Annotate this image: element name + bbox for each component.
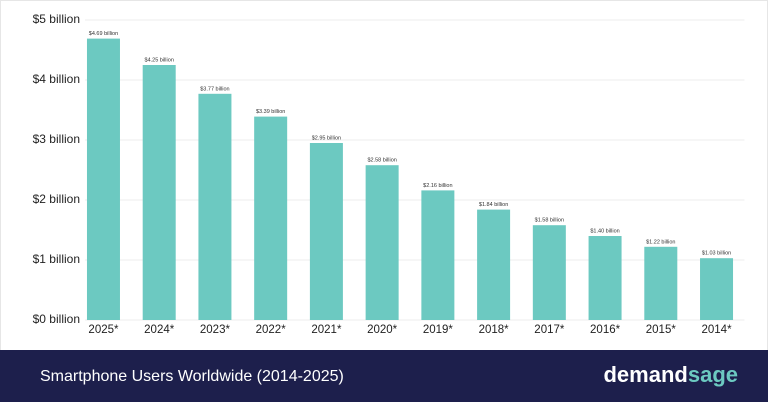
footer (0, 350, 768, 402)
value-label: $1.84 billion (479, 202, 508, 208)
brand-suffix: sage (688, 362, 738, 387)
brand-prefix: demand (603, 362, 687, 387)
bar (142, 65, 176, 320)
bar (254, 116, 288, 320)
x-tick-label: 2017* (534, 324, 565, 336)
bar (700, 258, 734, 320)
value-label: $2.16 billion (423, 183, 452, 189)
value-label: $3.77 billion (200, 86, 229, 92)
value-label: $1.22 billion (646, 239, 675, 245)
y-tick-label: $5 billion (33, 12, 80, 26)
x-tick-label: 2024* (144, 324, 175, 336)
y-tick-label: $1 billion (33, 252, 80, 266)
bar (309, 143, 343, 320)
x-tick-label: 2023* (200, 324, 231, 336)
bar (421, 190, 455, 320)
bar (532, 225, 566, 320)
value-label: $2.95 billion (312, 135, 341, 141)
x-tick-label: 2025* (88, 324, 119, 336)
bar (477, 209, 511, 320)
bar (198, 93, 232, 320)
value-label: $3.39 billion (256, 109, 285, 115)
x-tick-label: 2014* (702, 324, 733, 336)
x-tick-label: 2019* (423, 324, 454, 336)
value-label: $2.58 billion (367, 158, 396, 164)
bar (365, 165, 399, 320)
value-label: $1.58 billion (535, 218, 564, 224)
x-tick-label: 2018* (479, 324, 510, 336)
y-tick-label: $2 billion (33, 192, 80, 206)
value-label: $1.03 billion (702, 251, 731, 257)
bar (86, 38, 120, 320)
value-label: $4.25 billion (145, 57, 174, 63)
value-label: $1.40 billion (590, 228, 619, 234)
brand-logo: demandsage (603, 362, 738, 387)
y-tick-label: $4 billion (33, 72, 80, 86)
chart-title: Smartphone Users Worldwide (2014-2025) (40, 368, 344, 385)
x-tick-label: 2022* (256, 324, 287, 336)
x-tick-label: 2016* (590, 324, 621, 336)
y-tick-label: $0 billion (33, 312, 80, 326)
x-tick-label: 2020* (367, 324, 398, 336)
y-tick-label: $3 billion (33, 132, 80, 146)
x-tick-label: 2015* (646, 324, 677, 336)
bar (644, 246, 678, 320)
x-tick-label: 2021* (311, 324, 342, 336)
bar (588, 236, 622, 320)
value-label: $4.69 billion (89, 31, 118, 37)
